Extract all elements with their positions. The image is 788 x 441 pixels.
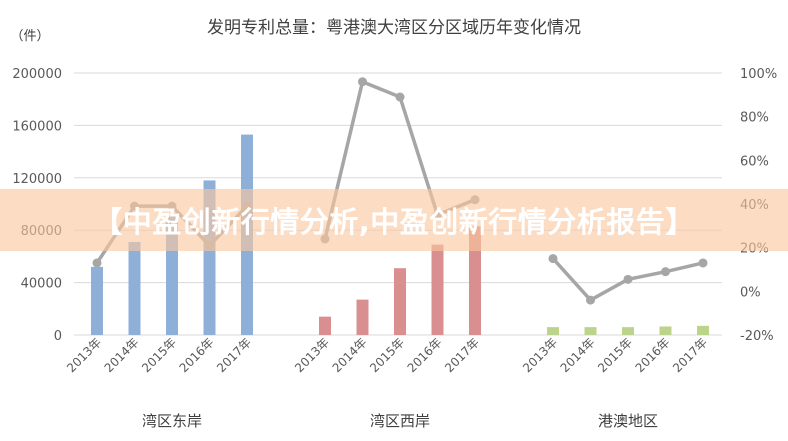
x-tick-label: 2015年 (595, 335, 635, 375)
x-tick-label: 2016年 (405, 335, 445, 375)
bar (128, 241, 141, 335)
left-tick-label: 0 (54, 329, 62, 344)
bar (356, 299, 369, 335)
growth-point (623, 274, 633, 284)
bar (319, 316, 331, 335)
x-tick-label: 2014年 (558, 335, 598, 375)
group-label: 湾区西岸 (370, 412, 430, 430)
x-tick-label: 2014年 (330, 335, 370, 375)
bar (91, 266, 103, 335)
overlay-banner-text: 【中盈创新行情分析,中盈创新行情分析报告】 (93, 205, 695, 239)
y-unit-label: （件） (10, 29, 49, 44)
growth-point (358, 77, 367, 87)
growth-point (586, 295, 595, 305)
left-tick-label: 40000 (21, 277, 62, 292)
x-tick-label: 2015年 (139, 335, 179, 375)
bar (394, 268, 406, 335)
growth-point (698, 258, 708, 268)
x-tick-label: 2016年 (177, 335, 217, 375)
bar (697, 325, 709, 335)
right-tick-label: 60% (740, 154, 769, 169)
bar (547, 327, 559, 335)
right-tick-label: 0% (740, 285, 761, 300)
growth-point (395, 92, 405, 102)
group-label: 湾区东岸 (142, 412, 202, 430)
x-tick-label: 2017年 (670, 335, 710, 375)
x-tick-label: 2017年 (442, 335, 482, 375)
growth-point (548, 254, 558, 264)
left-tick-label: 200000 (12, 67, 62, 82)
growth-point (661, 267, 670, 277)
right-tick-label: 100% (740, 67, 777, 82)
chart-title: 发明专利总量：粤港澳大湾区分区域历年变化情况 (207, 18, 581, 38)
bar (659, 326, 672, 335)
x-tick-label: 2014年 (102, 335, 142, 375)
right-tick-label: -20% (740, 329, 774, 344)
left-tick-label: 120000 (12, 172, 62, 187)
x-tick-label: 2013年 (292, 335, 332, 375)
x-tick-label: 2013年 (520, 335, 560, 375)
growth-point (92, 258, 102, 268)
bar (431, 244, 444, 335)
bar (622, 327, 634, 335)
right-tick-label: 80% (740, 111, 769, 126)
x-tick-label: 2013年 (64, 335, 104, 375)
x-tick-label: 2016年 (633, 335, 673, 375)
x-tick-label: 2015年 (367, 335, 407, 375)
left-tick-label: 160000 (12, 119, 62, 134)
group-labels: 湾区东岸 湾区西岸 港澳地区 (142, 412, 658, 430)
group-label: 港澳地区 (598, 412, 658, 430)
bar (469, 226, 481, 335)
overlay-banner (0, 189, 788, 251)
x-tick-label: 2017年 (214, 335, 254, 375)
bar (584, 327, 597, 335)
